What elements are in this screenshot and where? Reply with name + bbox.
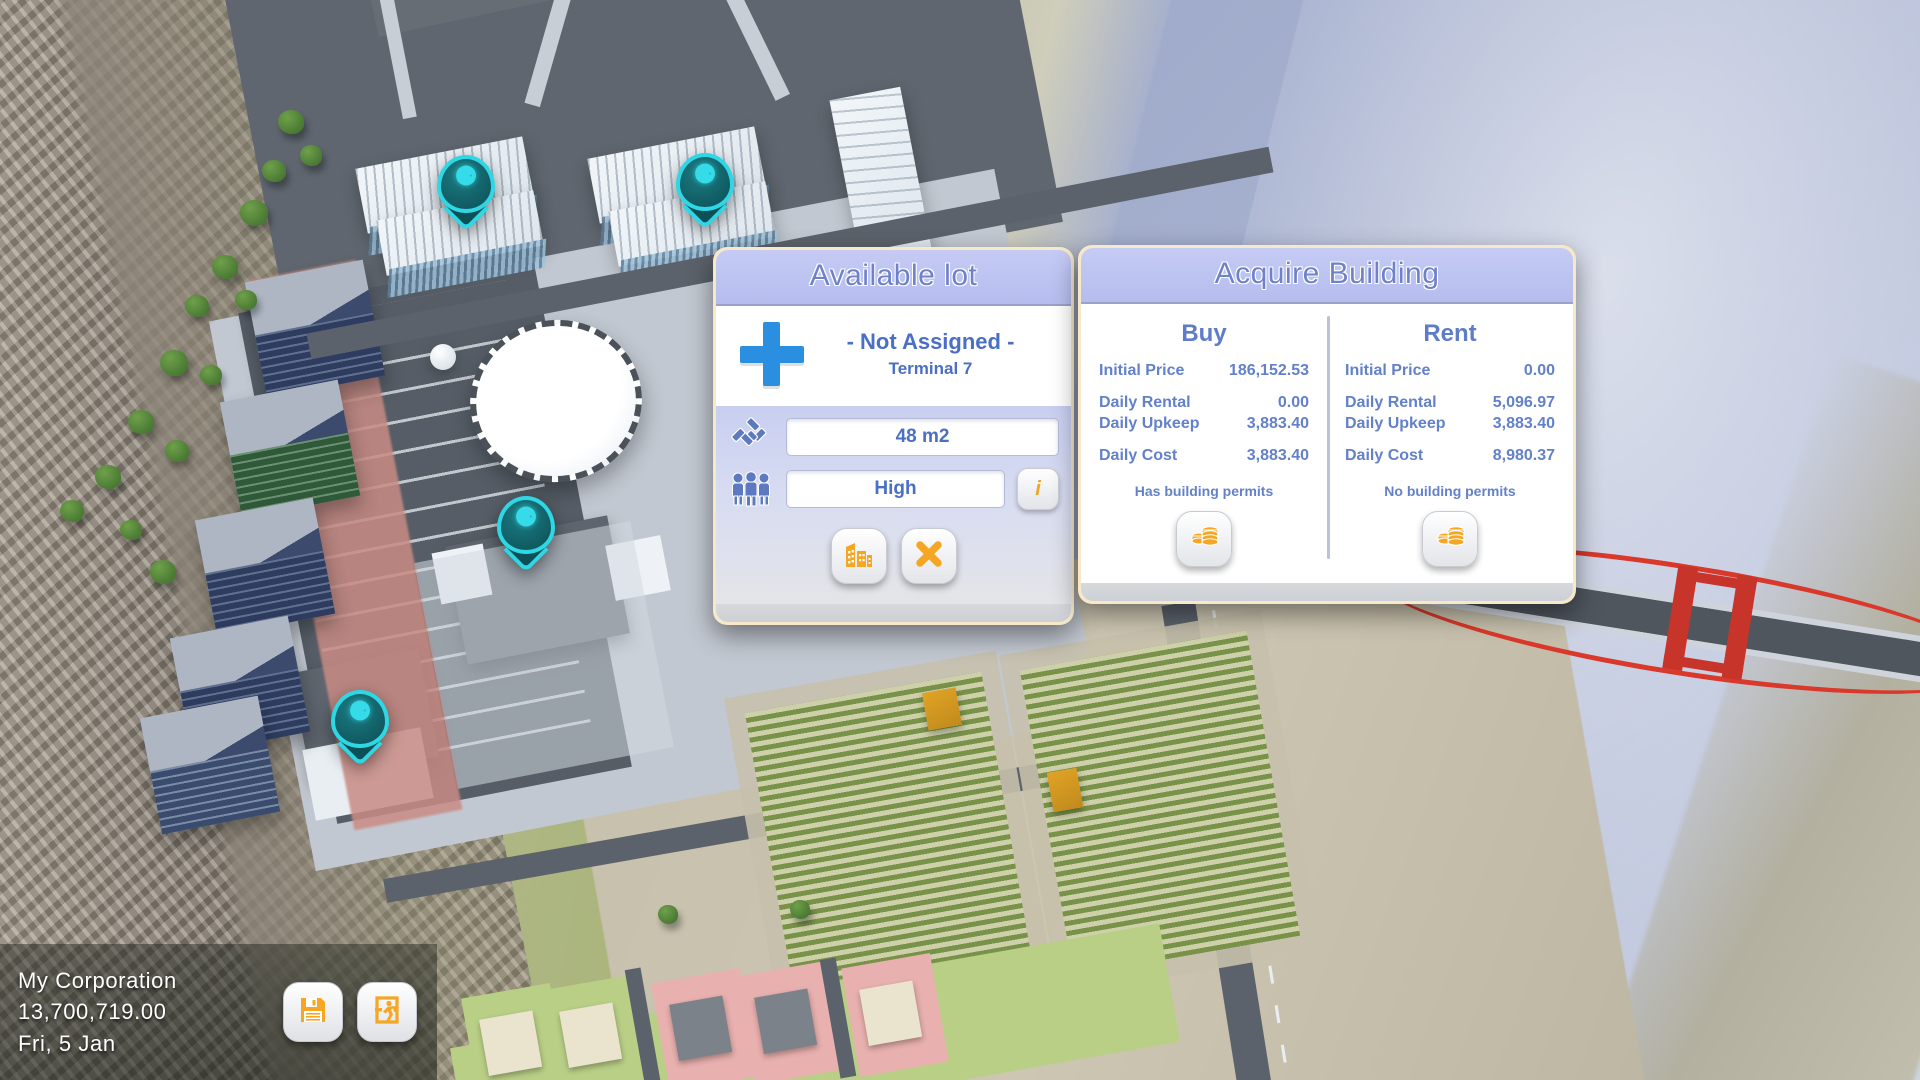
available-lot-header: Available lot: [716, 250, 1071, 306]
row-value: 3,883.40: [1246, 415, 1309, 432]
row-value: 3,883.40: [1492, 415, 1555, 432]
table-row: Daily Cost 8,980.37: [1345, 447, 1555, 465]
row-label: Initial Price: [1345, 362, 1431, 379]
table-row: Daily Upkeep 3,883.40: [1345, 415, 1555, 433]
table-row: Daily Rental 0.00: [1099, 394, 1309, 412]
rent-button[interactable]: [1422, 511, 1478, 567]
table-row: Daily Cost 3,883.40: [1099, 447, 1309, 465]
page-title: Available lot: [809, 259, 978, 292]
rent-column: Rent Initial Price 0.00 Daily Rental 5,0…: [1327, 314, 1573, 567]
rent-permits-status: No building permits: [1384, 483, 1516, 499]
buildings-icon: [844, 539, 874, 574]
lot-panel-footer: [716, 604, 1071, 622]
table-row: Daily Rental 5,096.97: [1345, 394, 1555, 412]
lot-area-row: 48 m2: [728, 416, 1059, 458]
row-label: Initial Price: [1099, 362, 1185, 379]
row-label: Daily Cost: [1099, 447, 1178, 464]
buy-heading: Buy: [1181, 320, 1227, 347]
coins-icon: ⚈: [514, 502, 538, 532]
close-x-icon: [914, 539, 944, 574]
exit-door-icon: [372, 995, 402, 1030]
coins-icon: [1188, 523, 1220, 556]
buy-permits-status: Has building permits: [1134, 483, 1274, 499]
page-title: Acquire Building: [1214, 257, 1440, 290]
acquire-building-panel: Acquire Building Buy Initial Price 186,1…: [1078, 245, 1576, 604]
corporation-hud: My Corporation 13,700,719.00 Fri, 5 Jan: [0, 944, 437, 1080]
corporation-balance: 13,700,719.00: [18, 999, 167, 1025]
buy-button[interactable]: [1176, 511, 1232, 567]
acquire-building-header: Acquire Building: [1081, 248, 1573, 304]
row-label: Daily Cost: [1345, 447, 1424, 464]
map-pin-4[interactable]: ⚈: [331, 690, 389, 767]
coins-icon: ⚈: [454, 161, 478, 191]
rent-heading: Rent: [1423, 320, 1477, 347]
exit-button[interactable]: [357, 982, 417, 1042]
available-lot-panel: Available lot - Not Assigned - Terminal …: [713, 247, 1074, 625]
cancel-button[interactable]: [900, 528, 957, 584]
column-divider: [1327, 316, 1330, 559]
acquire-panel-footer: [1081, 583, 1573, 601]
build-button[interactable]: [830, 528, 887, 584]
buy-column: Buy Initial Price 186,152.53 Daily Renta…: [1081, 314, 1327, 567]
population-icon: [728, 468, 774, 510]
row-value: 5,096.97: [1492, 394, 1555, 411]
silo: [430, 344, 456, 370]
table-row: Initial Price 0.00: [1345, 362, 1555, 380]
save-button[interactable]: [283, 982, 343, 1042]
lot-demand-value[interactable]: High: [786, 470, 1005, 508]
row-label: Daily Rental: [1099, 394, 1191, 411]
row-value: 0.00: [1523, 362, 1555, 379]
lot-action-buttons: [728, 520, 1059, 598]
coins-icon: [1434, 523, 1466, 556]
info-button[interactable]: i: [1017, 468, 1059, 510]
corporation-name: My Corporation: [18, 968, 177, 994]
row-value: 8,980.37: [1492, 447, 1555, 464]
map-pin-3[interactable]: ⚈: [497, 496, 555, 573]
map-pin-2[interactable]: ⚈: [676, 153, 734, 230]
lot-demand-row: High i: [728, 468, 1059, 510]
lot-area-value[interactable]: 48 m2: [786, 418, 1059, 456]
map-pin-1[interactable]: ⚈: [437, 155, 495, 232]
lot-terminal: Terminal 7: [888, 359, 973, 378]
row-value: 3,883.40: [1246, 447, 1309, 464]
corporation-info: My Corporation 13,700,719.00 Fri, 5 Jan: [0, 965, 283, 1059]
row-label: Daily Rental: [1345, 394, 1437, 411]
lot-fields: 48 m2: [716, 406, 1071, 604]
row-label: Daily Upkeep: [1345, 415, 1446, 432]
game-date: Fri, 5 Jan: [18, 1030, 116, 1056]
row-label: Daily Upkeep: [1099, 415, 1200, 432]
table-row: Initial Price 186,152.53: [1099, 362, 1309, 380]
farm-shed-1[interactable]: [921, 687, 963, 731]
floppy-disk-icon: [298, 995, 328, 1030]
row-value: 186,152.53: [1228, 362, 1309, 379]
lot-assignment: - Not Assigned -: [846, 329, 1015, 354]
table-row: Daily Upkeep 3,883.40: [1099, 415, 1309, 433]
coins-icon: ⚈: [348, 696, 372, 726]
area-size-icon: [728, 416, 774, 458]
plus-icon[interactable]: [740, 322, 804, 386]
acquire-columns: Buy Initial Price 186,152.53 Daily Renta…: [1081, 304, 1573, 583]
coins-icon: ⚈: [693, 159, 717, 189]
row-value: 0.00: [1277, 394, 1309, 411]
lot-identity: - Not Assigned - Terminal 7: [716, 306, 1071, 406]
